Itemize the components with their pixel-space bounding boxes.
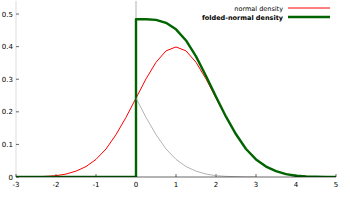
y-tick-label: 0.2 — [2, 108, 13, 116]
x-tick-label: -2 — [53, 181, 60, 189]
x-tick-label: 5 — [334, 181, 338, 189]
x-tick-label: 1 — [174, 181, 178, 189]
x-tick-label: 4 — [294, 181, 299, 189]
y-tick — [16, 14, 19, 15]
chart: 00.10.20.30.40.5-3-2-1012345normal densi… — [0, 0, 350, 197]
legend-swatch — [288, 8, 330, 9]
reflected-line — [136, 98, 256, 177]
legend-label: normal density — [234, 5, 283, 13]
y-tick-label: 0.3 — [2, 76, 13, 84]
y-axis-line — [16, 1, 17, 177]
y-tick — [16, 144, 19, 145]
x-tick-label: -3 — [13, 181, 20, 189]
y-tick-label: 0.4 — [2, 43, 14, 51]
legend-swatch — [288, 16, 330, 18]
x-axis-line — [16, 177, 336, 178]
x-tick — [176, 174, 177, 177]
plot-area — [16, 19, 336, 177]
series-line — [16, 19, 336, 177]
x-tick — [256, 174, 257, 177]
x-tick-label: 3 — [254, 181, 258, 189]
y-tick — [16, 79, 19, 80]
y-tick-label: 0.5 — [2, 11, 13, 19]
y-tick — [16, 111, 19, 112]
x-tick-label: 0 — [134, 181, 138, 189]
y-tick-label: 0.1 — [2, 141, 13, 149]
x-tick-label: -1 — [93, 181, 100, 189]
legend-label: folded-normal density — [202, 14, 284, 22]
x-tick-label: 2 — [214, 181, 218, 189]
series-line — [16, 47, 336, 177]
y-tick — [16, 46, 19, 47]
